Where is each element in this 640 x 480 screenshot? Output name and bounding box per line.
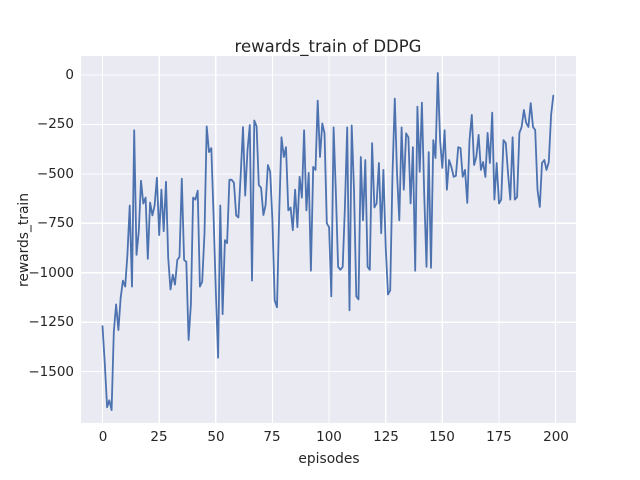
x-tick-label: 25 bbox=[150, 429, 168, 445]
x-axis-label: episodes bbox=[298, 451, 360, 467]
y-tick-label: 0 bbox=[65, 67, 74, 83]
y-tick-label: −250 bbox=[36, 116, 74, 132]
x-tick-label: 50 bbox=[207, 429, 225, 445]
x-tick-label: 150 bbox=[429, 429, 455, 445]
x-tick-label: 100 bbox=[316, 429, 342, 445]
y-tick-label: −1500 bbox=[28, 364, 74, 380]
x-tick-label: 125 bbox=[373, 429, 399, 445]
y-tick-label: −500 bbox=[36, 166, 74, 182]
x-tick-label: 0 bbox=[98, 429, 108, 445]
x-tick-label: 75 bbox=[263, 429, 281, 445]
chart-title: rewards_train of DDPG bbox=[234, 37, 422, 56]
y-tick-label: −1000 bbox=[28, 265, 74, 281]
rewards-train-line bbox=[101, 72, 555, 412]
x-tick-label: 175 bbox=[486, 429, 512, 445]
x-tick-label: 200 bbox=[543, 429, 569, 445]
y-tick-label: −1250 bbox=[28, 314, 74, 330]
y-tick-label: −750 bbox=[36, 215, 74, 231]
